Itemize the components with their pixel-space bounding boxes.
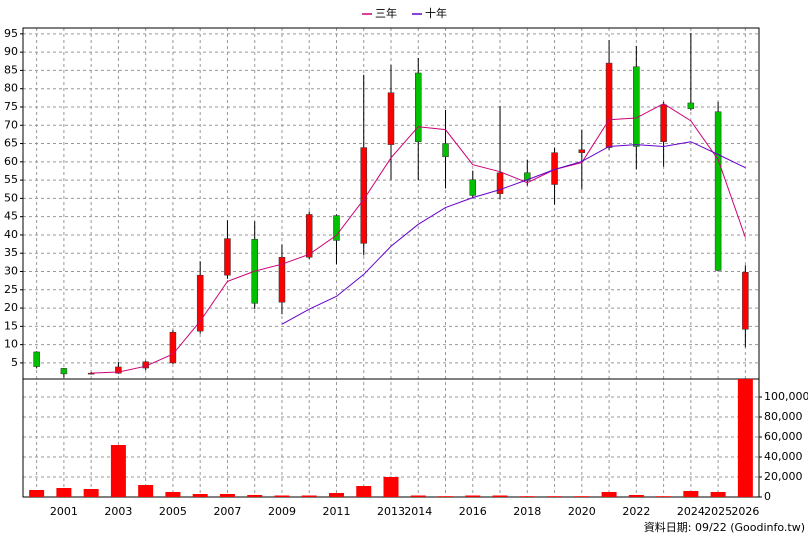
volume-bar [410, 495, 426, 497]
volume-bar [56, 488, 72, 497]
candle-body [714, 111, 722, 271]
ma-line [91, 103, 746, 374]
x-tick-label: 2014 [404, 505, 432, 518]
volume-bar [138, 485, 154, 497]
candle-body [387, 92, 395, 145]
volume-bar [110, 445, 126, 497]
ma-line [281, 141, 746, 325]
x-tick-label: 2011 [322, 505, 350, 518]
y-tick-label: 40 [4, 228, 18, 241]
volume-bar [274, 495, 290, 497]
x-tick-label: 2007 [213, 505, 241, 518]
y-tick-label: 45 [4, 210, 18, 223]
y-tick-label: 80 [4, 82, 18, 95]
y2-tick-label: 80,000 [764, 410, 803, 423]
candle-body [524, 172, 531, 181]
candle-body [578, 149, 586, 153]
y-tick-label: 65 [4, 137, 18, 150]
y2-tick-label: 40,000 [764, 450, 803, 463]
volume-bar [601, 492, 617, 497]
y-tick-label: 75 [4, 100, 18, 113]
volume-bar [710, 492, 726, 497]
volume-bar [165, 492, 181, 497]
y2-tick-label: 60,000 [764, 430, 803, 443]
candle-body [333, 215, 340, 241]
volume-bar [219, 494, 235, 497]
x-tick-label: 2009 [268, 505, 296, 518]
volume-bar [656, 496, 672, 497]
candle-body [660, 104, 667, 142]
volume-bar [547, 496, 563, 497]
candle-body [278, 256, 286, 303]
volume-bar [737, 379, 753, 497]
candle-body [469, 179, 477, 196]
candle-body [415, 72, 422, 142]
y-tick-label: 60 [4, 155, 18, 168]
volume-bar [628, 495, 644, 497]
y2-tick-label: 100,000 [764, 390, 808, 403]
x-tick-label: 2013 [377, 505, 405, 518]
candle-body [605, 62, 613, 148]
candle-body [742, 271, 749, 330]
x-tick-label: 2016 [459, 505, 487, 518]
x-tick-label: 2001 [50, 505, 78, 518]
x-tick-label: 2003 [104, 505, 132, 518]
y-tick-label: 50 [4, 191, 18, 204]
x-tick-label: 2024 [677, 505, 705, 518]
y2-tick-label: 20,000 [764, 470, 803, 483]
x-tick-label: 2022 [622, 505, 650, 518]
candle-body [442, 143, 449, 157]
y-tick-label: 30 [4, 265, 18, 278]
volume-bar [492, 495, 508, 497]
x-tick-label: 2025 [704, 505, 732, 518]
candle-body [60, 368, 68, 375]
volume-bar [683, 491, 699, 497]
volume-bar [83, 489, 99, 497]
candle-body [169, 331, 177, 364]
y-tick-label: 55 [4, 173, 18, 186]
volume-bar [356, 486, 372, 497]
y-tick-label: 10 [4, 338, 18, 351]
y-tick-label: 85 [4, 63, 18, 76]
candle-body [633, 66, 640, 147]
y-tick-label: 70 [4, 118, 18, 131]
volume-bar [383, 477, 399, 497]
candle-body [115, 366, 122, 374]
y-tick-label: 25 [4, 283, 18, 296]
volume-bar [519, 496, 535, 497]
y-tick-label: 20 [4, 301, 18, 314]
x-tick-label: 2018 [513, 505, 541, 518]
candle-body [687, 102, 695, 110]
volume-bar [438, 496, 454, 497]
y-tick-label: 15 [4, 319, 18, 332]
volume-bar [301, 495, 317, 497]
x-tick-label: 2026 [731, 505, 759, 518]
volume-bar [574, 496, 590, 497]
y-tick-label: 5 [11, 356, 18, 369]
y-tick-label: 90 [4, 45, 18, 58]
y-tick-label: 95 [4, 27, 18, 40]
volume-bar [192, 494, 208, 497]
candle-body [496, 172, 504, 194]
volume-bar [247, 495, 263, 497]
footnote: 資料日期: 09/22 (Goodinfo.tw) [644, 520, 805, 534]
y-tick-label: 35 [4, 246, 18, 259]
x-tick-label: 2020 [568, 505, 596, 518]
candle-body [224, 238, 231, 276]
volume-bar [465, 495, 481, 497]
x-tick-label: 2005 [159, 505, 187, 518]
volume-bar [328, 493, 344, 497]
candle-body [196, 274, 204, 332]
y2-tick-label: 0 [764, 490, 771, 503]
candle-body [33, 351, 40, 367]
volume-bar [29, 490, 45, 497]
legend-label: 三年 [375, 6, 397, 20]
legend-label: 十年 [425, 6, 447, 20]
candle-body [305, 214, 313, 258]
